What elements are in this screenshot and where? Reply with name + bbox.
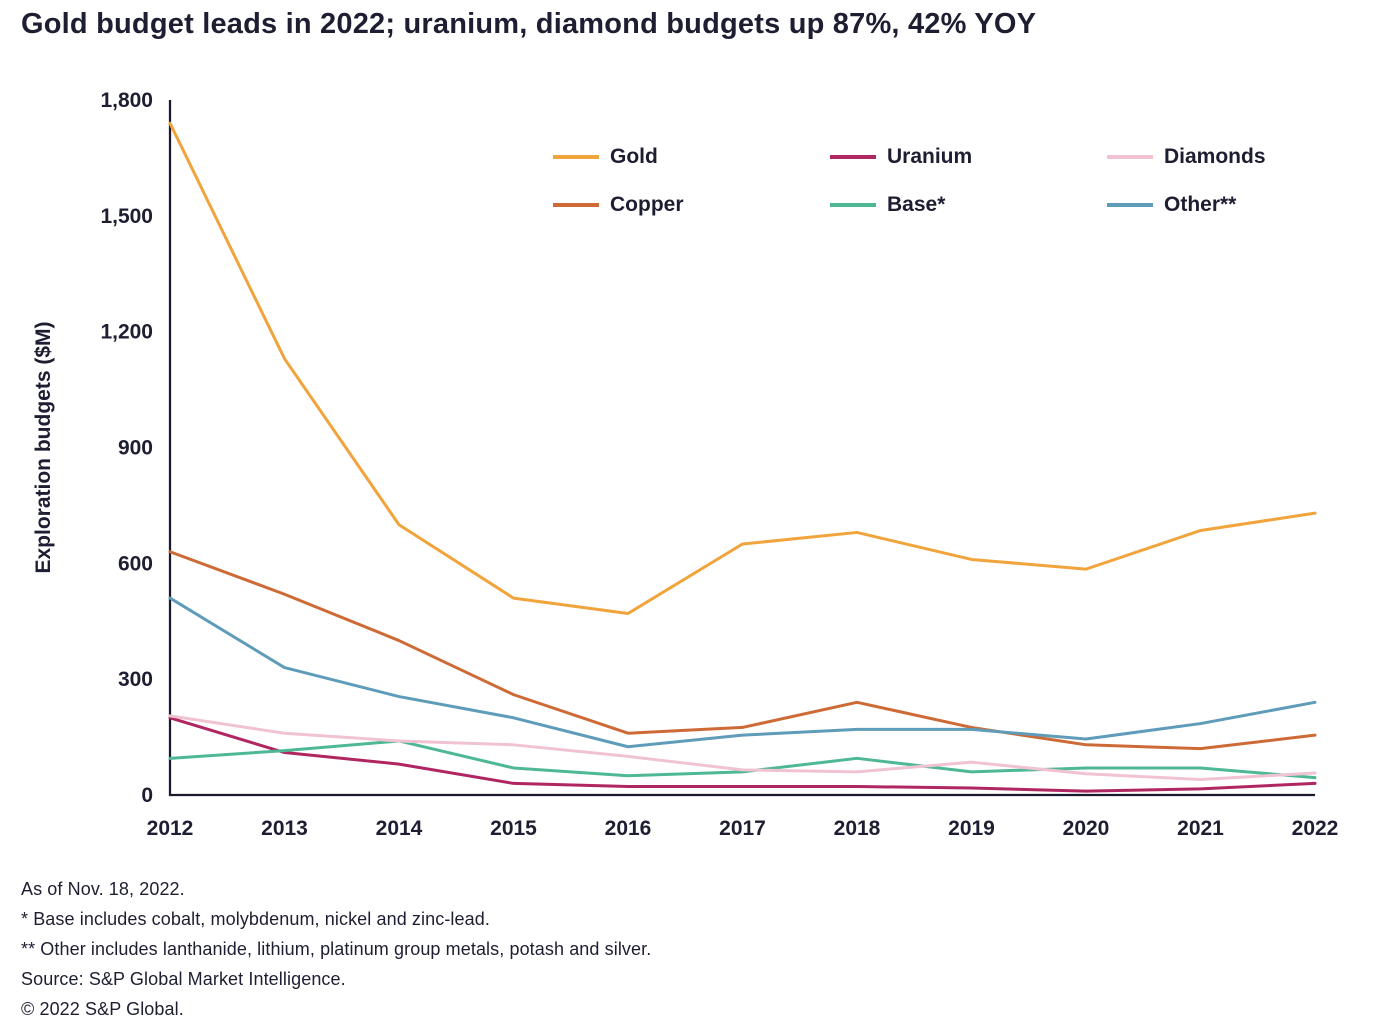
legend-swatch-diamonds xyxy=(1107,155,1153,159)
footnote-other: ** Other includes lanthanide, lithium, p… xyxy=(21,939,652,959)
y-tick-label: 1,800 xyxy=(100,89,153,112)
legend-swatch-other xyxy=(1107,203,1153,207)
y-tick-label: 900 xyxy=(118,437,153,460)
legend-label-copper: Copper xyxy=(610,193,684,216)
x-tick-label: 2022 xyxy=(1292,817,1339,840)
footnote-as-of: As of Nov. 18, 2022. xyxy=(21,879,185,899)
legend-label-other: Other** xyxy=(1164,193,1237,216)
legend-item-gold: Gold xyxy=(553,145,830,169)
line-chart: 0 300 600 900 1,200 1,500 1,800 2012 2013 2014 201… xyxy=(32,89,1339,840)
legend-label-gold: Gold xyxy=(610,145,658,168)
legend-item-diamonds: Diamonds xyxy=(1107,145,1384,169)
x-tick-label: 2020 xyxy=(1063,817,1110,840)
legend-swatch-uranium xyxy=(830,155,876,159)
x-tick-label: 2019 xyxy=(948,817,995,840)
series-line-diamonds xyxy=(168,714,1317,782)
axis-lines xyxy=(168,100,1315,797)
footnote-source: Source: S&P Global Market Intelligence. xyxy=(21,969,346,989)
y-tick-label: 1,200 xyxy=(100,321,153,344)
chart-title: Gold budget leads in 2022; uranium, diam… xyxy=(21,8,1037,40)
x-tick-label: 2018 xyxy=(834,817,881,840)
legend-item-other: Other** xyxy=(1107,193,1384,217)
x-tick-label: 2021 xyxy=(1177,817,1224,840)
footnote-copyright: © 2022 S&P Global. xyxy=(21,999,184,1019)
legend-swatch-copper xyxy=(553,203,599,207)
x-tick-label: 2013 xyxy=(261,817,308,840)
x-tick-label: 2012 xyxy=(147,817,194,840)
y-axis-label: Exploration budgets ($M) xyxy=(32,322,55,574)
legend-label-diamonds: Diamonds xyxy=(1164,145,1266,168)
footnotes: As of Nov. 18, 2022. * Base includes cob… xyxy=(21,879,651,1024)
y-tick-label: 0 xyxy=(141,784,153,807)
legend-swatch-gold xyxy=(553,155,599,159)
series-line-uranium xyxy=(168,716,1317,793)
x-tick-label: 2017 xyxy=(719,817,766,840)
chart-legend: Gold Copper Uranium Base* Diamonds Other** xyxy=(553,133,1384,229)
y-tick-label: 300 xyxy=(118,668,153,691)
legend-label-base: Base* xyxy=(887,193,946,216)
legend-item-copper: Copper xyxy=(553,193,830,217)
series-line-other xyxy=(168,596,1317,749)
x-tick-label: 2014 xyxy=(376,817,423,840)
legend-item-base: Base* xyxy=(830,193,1107,217)
y-tick-label: 600 xyxy=(118,552,153,575)
legend-label-uranium: Uranium xyxy=(887,145,973,168)
footnote-base: * Base includes cobalt, molybdenum, nick… xyxy=(21,909,490,929)
x-tick-label: 2016 xyxy=(605,817,652,840)
y-tick-label: 1,500 xyxy=(100,205,153,228)
series-line-base xyxy=(168,739,1317,780)
legend-swatch-base xyxy=(830,203,876,207)
series-line-gold xyxy=(168,121,1317,616)
x-tick-label: 2015 xyxy=(490,817,537,840)
series-line-copper xyxy=(168,550,1317,751)
legend-item-uranium: Uranium xyxy=(830,145,1107,169)
